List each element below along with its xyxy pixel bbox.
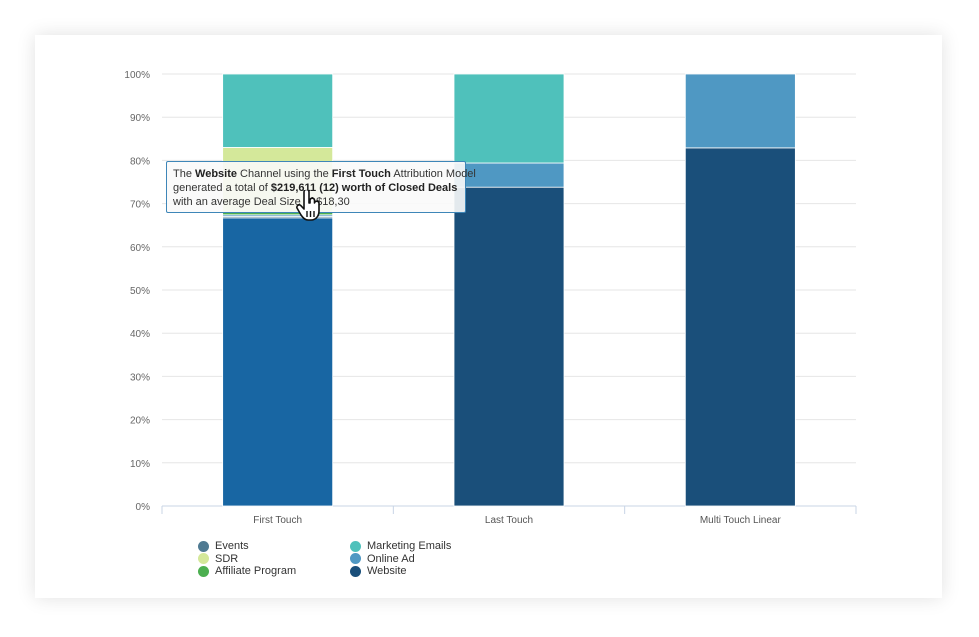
y-tick-label: 90% — [130, 113, 150, 124]
tooltip-text: Attribution Model — [390, 168, 476, 180]
legend-label: Marketing Emails — [367, 540, 452, 552]
y-tick-label: 40% — [130, 329, 150, 340]
y-tick-label: 50% — [130, 286, 150, 297]
y-tick-label: 20% — [130, 416, 150, 427]
legend-dot-icon — [350, 540, 361, 552]
y-tick-label: 30% — [130, 372, 150, 383]
legend-item[interactable]: Events — [198, 540, 249, 552]
x-tick-label: Multi Touch Linear — [700, 515, 782, 526]
y-tick-label: 70% — [130, 200, 150, 211]
bar-segment — [684, 147, 796, 507]
tooltip-total: $219,611 (12) worth of Closed Deals — [270, 182, 458, 194]
legend-dot-icon — [198, 540, 209, 552]
tooltip-channel: Website — [195, 168, 237, 180]
tooltip-model: First Touch — [331, 168, 391, 180]
legend-item[interactable]: Website — [350, 565, 407, 577]
y-tick-label: 10% — [130, 459, 150, 470]
bar-segment — [453, 186, 565, 507]
legend-item[interactable]: Affiliate Program — [198, 565, 296, 577]
legend-item[interactable]: Marketing Emails — [350, 540, 451, 552]
hand-pointer-icon — [296, 190, 320, 221]
y-tick-label: 0% — [136, 502, 151, 513]
bar-segment — [222, 73, 334, 148]
bar-segment — [453, 73, 565, 164]
legend-label: SDR — [215, 552, 239, 565]
legend-label: Online Ad — [367, 552, 415, 565]
x-tick-label: Last Touch — [485, 515, 533, 526]
legend-label: Events — [215, 540, 249, 552]
tooltip-average: with an average Deal Size of $18,30 — [173, 196, 350, 208]
legend-label: Website — [367, 565, 407, 577]
legend-dot-icon — [198, 553, 209, 564]
legend-item[interactable]: SDR — [198, 553, 238, 565]
tooltip-text: generated a total of — [173, 182, 271, 194]
legend-dot-icon — [198, 565, 209, 577]
y-tick-label: 60% — [130, 243, 150, 254]
tooltip-text: Channel using the — [237, 168, 332, 180]
legend-dot-icon — [350, 565, 361, 577]
tooltip-text: The — [173, 168, 196, 180]
legend-item[interactable]: Online Ad — [350, 553, 415, 565]
x-tick-label: First Touch — [253, 515, 302, 526]
legend-label: Affiliate Program — [215, 565, 297, 577]
y-tick-label: 80% — [130, 156, 150, 167]
bar-segment — [684, 73, 796, 149]
bar-segment — [222, 217, 334, 507]
y-tick-label: 100% — [124, 70, 150, 81]
legend-dot-icon — [350, 553, 361, 564]
